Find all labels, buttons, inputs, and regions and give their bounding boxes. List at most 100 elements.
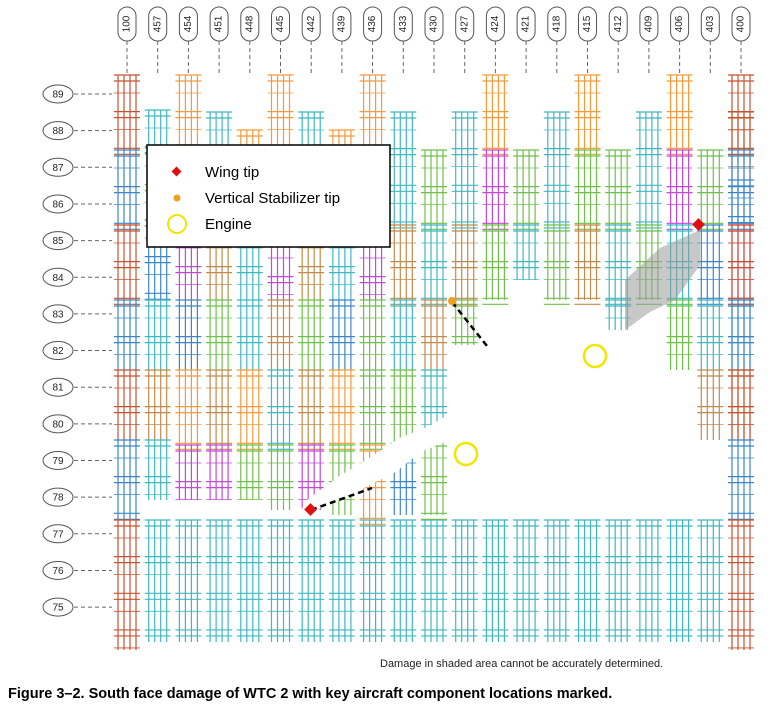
column-label-400: 400: [731, 6, 751, 42]
column-panel: [451, 111, 478, 229]
column-panel: [605, 519, 632, 642]
column-label-436: 436: [363, 6, 383, 42]
column-panel: [114, 149, 140, 230]
column-label-418: 418: [547, 6, 567, 42]
column-label-415: 415: [578, 6, 597, 42]
svg-text:439: 439: [337, 15, 348, 32]
column-panel: [421, 519, 447, 642]
column-panel: [144, 439, 171, 500]
column-panel: [482, 149, 509, 230]
column-panel: [267, 519, 294, 642]
column-panel: [666, 299, 693, 370]
svg-text:451: 451: [214, 15, 225, 32]
column-panel: [728, 74, 754, 155]
ring-icon: [167, 214, 187, 234]
column-panel: [175, 299, 202, 370]
column-panel: [482, 74, 509, 155]
column-panel: [114, 224, 140, 305]
column-grid: [114, 74, 754, 650]
svg-text:100: 100: [122, 15, 133, 32]
column-panel: [236, 444, 263, 501]
column-panel: [728, 369, 754, 440]
column-panel: [359, 369, 386, 450]
column-panel: [451, 224, 478, 305]
column-panel: [114, 439, 140, 520]
column-panel: [513, 519, 540, 642]
column-panel: [114, 299, 140, 370]
column-panel: [697, 299, 724, 370]
svg-text:86: 86: [52, 199, 64, 210]
svg-text:409: 409: [644, 15, 655, 32]
column-panel: [206, 519, 233, 642]
column-panel: [114, 74, 140, 155]
column-panel: [298, 299, 325, 370]
undetermined-shaded-area: [625, 230, 700, 330]
column-panel: [666, 519, 693, 642]
column-label-421: 421: [516, 6, 536, 42]
column-panel: [144, 299, 171, 370]
column-panel: [482, 224, 509, 305]
floor-label-84: 84: [42, 267, 74, 287]
column-panel: [543, 519, 570, 642]
floor-label-85: 85: [42, 231, 74, 251]
floor-label-83: 83: [42, 304, 74, 324]
column-label-406: 406: [670, 6, 690, 42]
column-panel: [574, 74, 601, 155]
column-panel: [513, 224, 540, 281]
column-panel: [697, 369, 724, 440]
column-panel: [144, 519, 171, 642]
svg-text:88: 88: [52, 126, 64, 137]
column-panel: [421, 299, 447, 370]
column-panel: [421, 149, 447, 230]
column-panel: [267, 239, 294, 300]
column-panel: [328, 369, 355, 450]
column-panel: [359, 519, 386, 642]
column-panel: [114, 369, 140, 440]
column-panel: [421, 439, 447, 520]
legend-label: Wing tip: [205, 164, 259, 181]
column-panel: [666, 149, 693, 230]
column-panel: [390, 299, 417, 370]
column-panel: [390, 519, 417, 642]
svg-text:75: 75: [52, 603, 64, 614]
column-label-457: 457: [148, 6, 168, 42]
column-panel: [175, 74, 202, 145]
column-panel: [574, 224, 601, 305]
svg-text:454: 454: [183, 15, 194, 32]
svg-text:84: 84: [52, 273, 64, 284]
svg-text:421: 421: [521, 15, 532, 32]
legend-label: Engine: [205, 216, 252, 233]
svg-text:87: 87: [52, 163, 64, 174]
floor-label-75: 75: [42, 597, 74, 617]
dot-icon: [173, 194, 181, 202]
column-label-448: 448: [240, 6, 260, 42]
column-label-427: 427: [455, 6, 475, 42]
column-panel: [605, 149, 632, 230]
svg-text:83: 83: [52, 309, 64, 320]
floor-label-81: 81: [42, 377, 74, 397]
svg-text:436: 436: [367, 15, 378, 32]
legend-item: Engine: [167, 214, 252, 234]
column-panel: [697, 519, 724, 642]
floor-label-88: 88: [42, 121, 74, 141]
column-panel: [236, 299, 263, 370]
column-panel: [697, 149, 724, 230]
column-panel: [114, 519, 140, 650]
svg-text:424: 424: [490, 15, 501, 32]
column-panel: [482, 519, 509, 642]
column-panel: [697, 224, 724, 305]
svg-text:412: 412: [613, 15, 624, 32]
column-label-403: 403: [700, 6, 720, 42]
legend: Wing tip Vertical Stabilizer tip Engine: [146, 144, 391, 248]
floor-label-76: 76: [42, 560, 74, 580]
floor-label-86: 86: [42, 194, 74, 214]
column-panel: [359, 239, 386, 300]
svg-text:80: 80: [52, 419, 64, 430]
svg-text:403: 403: [705, 15, 716, 32]
svg-text:78: 78: [52, 493, 64, 504]
column-panel: [390, 224, 417, 305]
floor-label-89: 89: [42, 84, 74, 104]
column-panel: [175, 369, 202, 450]
column-panel: [206, 299, 233, 370]
column-panel: [574, 149, 601, 230]
